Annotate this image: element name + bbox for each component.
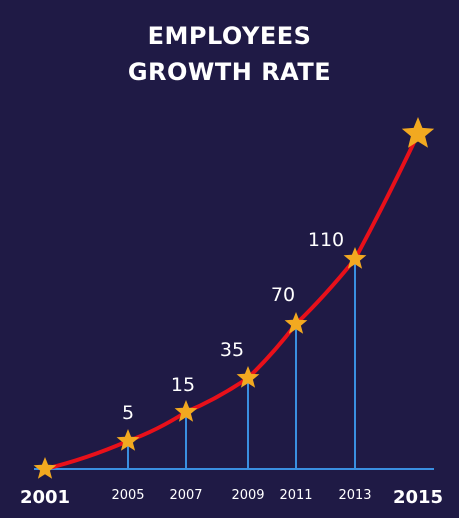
chart-title-line-2: GROWTH RATE [127, 58, 332, 86]
x-tick-label-2001: 2001 [20, 487, 70, 508]
star-icon [116, 429, 140, 451]
data-label-2011: 70 [271, 284, 295, 306]
star-icon [343, 247, 367, 269]
star-icon [33, 457, 57, 479]
star-icon [284, 312, 308, 334]
x-tick-label-2009: 2009 [231, 488, 264, 503]
x-tick-label-2011: 2011 [279, 488, 312, 503]
chart-title-line-1: EMPLOYEES [147, 22, 312, 50]
star-icon [174, 400, 198, 422]
x-tick-label-2005: 2005 [111, 488, 144, 503]
x-tick-label-2013: 2013 [338, 488, 371, 503]
data-label-2005: 5 [122, 402, 134, 424]
star-icon [401, 117, 435, 148]
series-line [43, 132, 420, 471]
x-tick-label-2015: 2015 [393, 487, 443, 508]
data-label-2009: 35 [220, 339, 244, 361]
data-label-2007: 15 [171, 374, 195, 396]
data-label-2013: 110 [308, 229, 344, 251]
star-icon [236, 366, 260, 388]
x-tick-label-2007: 2007 [169, 488, 202, 503]
